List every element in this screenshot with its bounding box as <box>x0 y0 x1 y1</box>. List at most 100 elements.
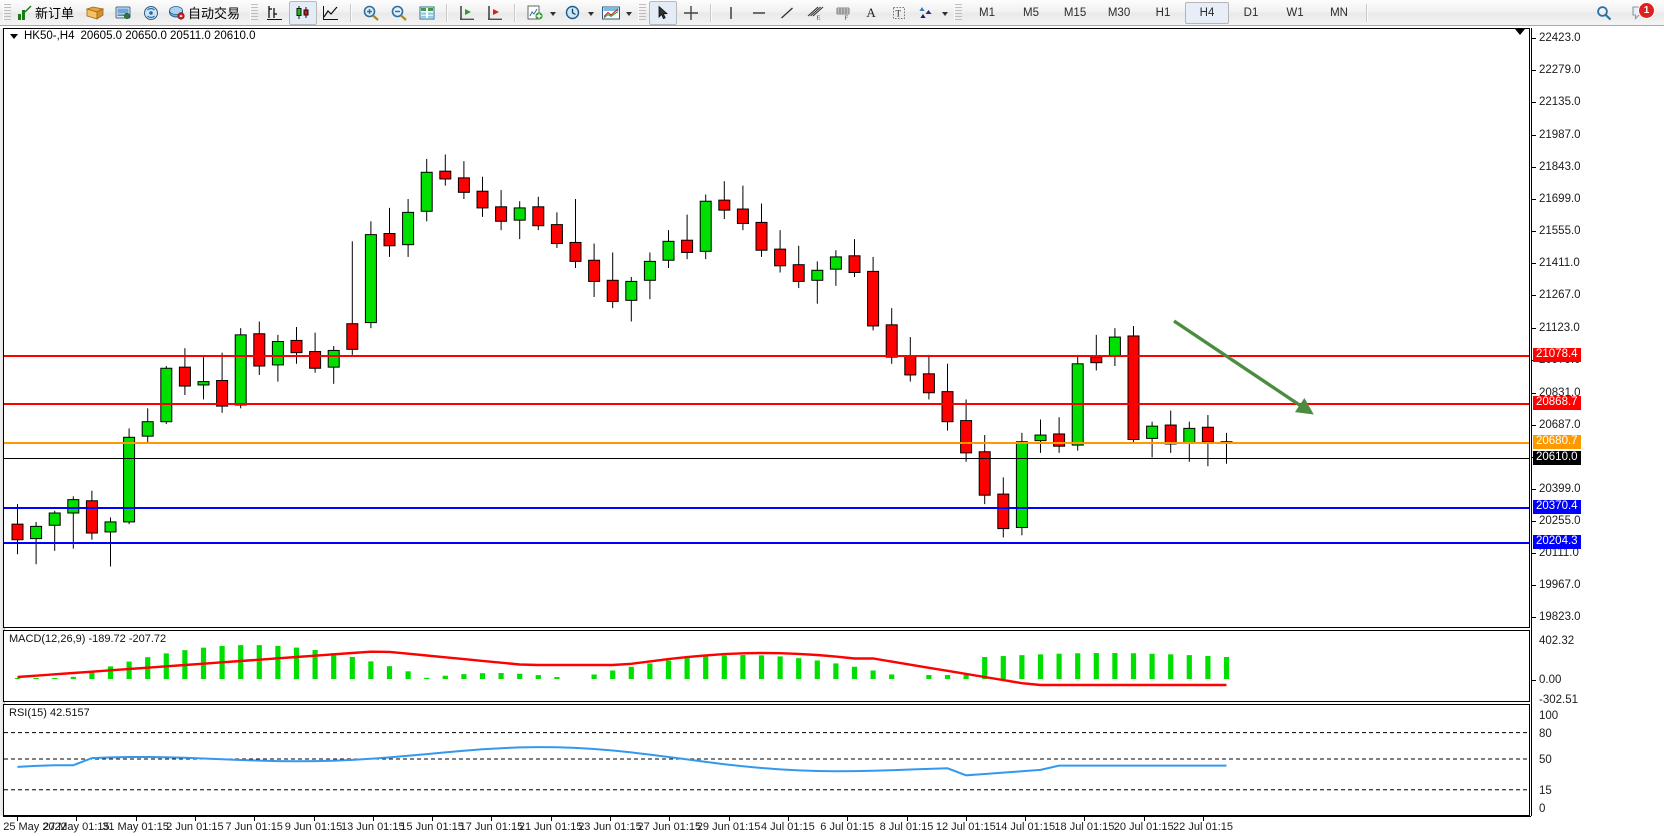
grid-draw-button[interactable]: F <box>829 1 857 25</box>
main-toolbar: 新订单 <box>0 0 1664 26</box>
vertical-line-button[interactable] <box>717 1 745 25</box>
candle-body <box>1053 433 1066 447</box>
search-button[interactable] <box>1590 1 1618 25</box>
level-line-pivot[interactable] <box>4 442 1529 444</box>
price-level-chip-resistance[interactable]: 20868.7 <box>1533 396 1581 410</box>
macd-histogram-bar <box>1000 656 1006 679</box>
toolbar-separator-1 <box>350 3 353 22</box>
templates-dropdown-caret[interactable] <box>626 12 633 16</box>
new-chart-button[interactable] <box>521 1 549 25</box>
candle-body <box>11 523 24 541</box>
bar-chart-button[interactable] <box>261 1 289 25</box>
shapes-dropdown-caret[interactable] <box>942 12 949 16</box>
candle-body <box>774 248 787 267</box>
macd-histogram-bar <box>721 655 727 679</box>
candlestick-series <box>11 154 1233 567</box>
price-level-chip-resistance[interactable]: 21078.4 <box>1533 348 1581 362</box>
market-button[interactable]: 自动交易 <box>165 1 247 25</box>
timeframe-d1[interactable]: D1 <box>1243 6 1259 19</box>
toolbar-separator-3 <box>514 3 517 22</box>
macd-histogram-bar <box>684 658 690 679</box>
timeframe-m15[interactable]: M15 <box>1063 6 1087 19</box>
price-level-chip-pivot[interactable]: 20680.7 <box>1533 435 1581 449</box>
timeframe-m30[interactable]: M30 <box>1107 6 1131 19</box>
shift-start-button[interactable] <box>453 1 481 25</box>
level-line-support-2[interactable] <box>4 542 1529 544</box>
macd-pane[interactable]: MACD(12,26,9) -189.72 -207.72 <box>3 630 1530 702</box>
price-pane[interactable]: HK50-,H4 20605.0 20650.0 20511.0 20610.0 <box>3 28 1530 628</box>
macd-histogram-bar <box>1019 655 1025 679</box>
horizontal-line-button[interactable] <box>745 1 773 25</box>
candle-body <box>67 499 80 514</box>
candlestick-chart-button[interactable] <box>289 0 318 25</box>
time-axis[interactable]: 25 May 2022 27 May 01:15 31 May 01:15 2 Jun… <box>3 816 1531 836</box>
cursor-button[interactable] <box>649 0 678 25</box>
period-button[interactable] <box>559 1 587 25</box>
level-line-resistance-2[interactable] <box>4 403 1529 405</box>
price-axis[interactable]: 22423.0 22279.0 22135.0 21987.0 21843.0 21699… <box>1531 28 1664 816</box>
level-line-resistance-1[interactable] <box>4 355 1529 357</box>
text-button[interactable]: A <box>866 4 876 20</box>
time-axis-tick <box>610 817 611 821</box>
alerts-button[interactable]: 1 <box>1624 1 1658 25</box>
macd-axis-label: -302.51 <box>1539 694 1579 706</box>
crosshair-button[interactable] <box>677 1 705 25</box>
toolbar-grip-2[interactable] <box>250 3 259 22</box>
timeframe-mn[interactable]: MN <box>1330 6 1348 19</box>
rsi-pane[interactable]: RSI(15) 42.5157 <box>3 704 1530 816</box>
toolbar-grip[interactable] <box>3 3 11 22</box>
macd-histogram-bar <box>1168 654 1174 679</box>
timeframe-h1[interactable]: H1 <box>1155 6 1171 19</box>
clock-icon <box>565 5 580 19</box>
timeframe-m5[interactable]: M5 <box>1023 6 1040 19</box>
macd-histogram-bar <box>52 678 58 679</box>
toolbar-grip-4[interactable] <box>954 3 963 22</box>
zoom-in-icon <box>363 5 379 21</box>
timeframe-h4[interactable]: H4 <box>1185 1 1230 24</box>
folder-button[interactable] <box>81 1 109 25</box>
price-axis-tick <box>1532 135 1536 137</box>
price-axis-tick <box>1532 327 1536 329</box>
period-dropdown-caret[interactable] <box>588 12 595 16</box>
macd-histogram-bar <box>758 655 765 679</box>
fibonacci-button[interactable]: E <box>801 1 829 25</box>
chart-collapse-caret-icon[interactable] <box>1515 29 1525 35</box>
candle-body <box>420 171 433 212</box>
time-axis-tick <box>906 817 908 821</box>
macd-histogram-bar <box>777 656 783 679</box>
data-window-button[interactable] <box>413 1 441 25</box>
candle-body <box>216 380 229 407</box>
candle-body <box>588 259 601 282</box>
auto-scroll-button[interactable] <box>481 1 509 25</box>
chart-menu-caret-icon[interactable] <box>10 33 18 39</box>
terminal-button[interactable] <box>109 1 137 25</box>
macd-histogram-bar <box>424 677 430 679</box>
trendline-button[interactable] <box>773 1 801 25</box>
shapes-button[interactable] <box>913 1 941 25</box>
shapes-icon <box>919 6 932 18</box>
zoom-out-button[interactable] <box>385 1 413 25</box>
level-line-current-price[interactable] <box>4 458 1529 459</box>
signals-button[interactable] <box>137 1 165 25</box>
zoom-in-button[interactable] <box>357 1 385 25</box>
new-order-button[interactable]: 新订单 <box>14 1 81 25</box>
timeframe-w1[interactable]: W1 <box>1286 6 1304 19</box>
rsi-axis-label: 50 <box>1539 754 1552 766</box>
macd-histogram-bar <box>70 676 76 679</box>
macd-histogram-bar <box>33 678 39 679</box>
timeframe-m1[interactable]: M1 <box>979 6 996 19</box>
new-chart-dropdown-caret[interactable] <box>550 12 557 16</box>
text-label-button[interactable]: T <box>885 1 913 25</box>
price-level-chip-current-price[interactable]: 20610.0 <box>1533 451 1581 465</box>
price-level-chip-support[interactable]: 20204.3 <box>1533 535 1581 549</box>
templates-button[interactable] <box>597 1 625 25</box>
macd-histogram-bar <box>814 660 820 679</box>
time-axis-tick <box>1025 817 1027 821</box>
price-level-chip-support[interactable]: 20370.4 <box>1533 500 1581 514</box>
line-chart-button[interactable] <box>317 1 345 25</box>
level-line-support-1[interactable] <box>4 507 1529 509</box>
toolbar-grip-3[interactable] <box>638 3 647 22</box>
price-axis-tick <box>1532 167 1536 169</box>
macd-histogram-bar <box>628 666 634 679</box>
chart-canvas-area[interactable]: HK50-,H4 20605.0 20650.0 20511.0 20610.0 <box>0 26 1664 836</box>
